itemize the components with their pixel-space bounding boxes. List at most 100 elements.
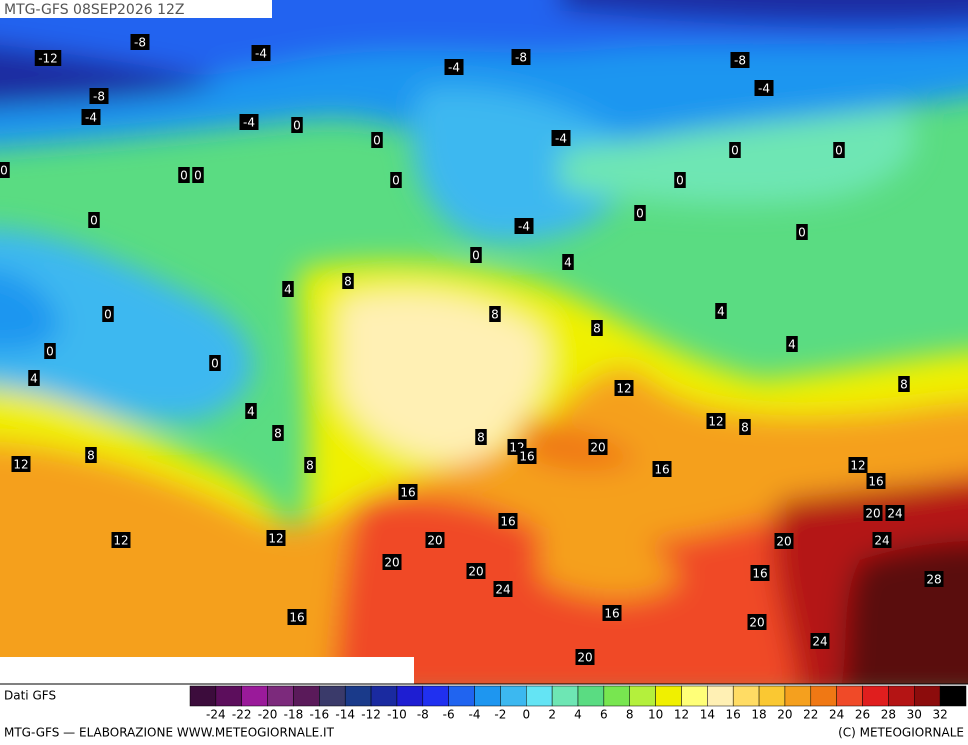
label-box	[85, 447, 97, 463]
colorbar-tick-label: -14	[335, 708, 355, 722]
colorbar-tick-label: 10	[648, 708, 663, 722]
label-box	[591, 320, 603, 336]
map-label: 12	[850, 459, 865, 473]
label-box	[730, 52, 750, 68]
label-box	[382, 554, 402, 570]
colorbar-swatch	[862, 685, 889, 707]
map-label: 12	[13, 458, 28, 472]
label-box	[81, 109, 101, 125]
colorbar-tick-label: -12	[361, 708, 381, 722]
colorbar-swatch	[707, 685, 734, 707]
map-label: -4	[448, 61, 460, 75]
label-box	[715, 303, 727, 319]
map-label: 0	[46, 345, 54, 359]
label-box	[588, 439, 608, 455]
label-box	[0, 162, 10, 178]
colorbar-swatch	[836, 685, 863, 707]
colorbar-swatch	[603, 685, 630, 707]
map-label: 0	[90, 214, 98, 228]
map-label: 0	[180, 169, 188, 183]
map-label: 16	[654, 463, 669, 477]
label-box	[192, 167, 204, 183]
map-label: -8	[93, 90, 105, 104]
label-box	[282, 281, 294, 297]
map-label: 16	[500, 515, 515, 529]
map-label: 8	[593, 322, 601, 336]
label-box	[371, 132, 383, 148]
label-box	[425, 532, 445, 548]
label-box	[88, 212, 100, 228]
label-box	[872, 532, 892, 548]
colorbar-swatch	[888, 685, 915, 707]
colorbar-tick-label: -6	[443, 708, 455, 722]
map-label: 16	[289, 611, 304, 625]
label-box	[706, 413, 726, 429]
label-box	[102, 306, 114, 322]
label-box	[130, 34, 150, 50]
label-box	[287, 609, 307, 625]
colorbar-tick-label: -8	[417, 708, 429, 722]
map-label: 8	[491, 308, 499, 322]
map-label: 0	[731, 144, 739, 158]
map-label: 0	[104, 308, 112, 322]
colorbar-swatch	[474, 685, 501, 707]
label-box	[924, 571, 944, 587]
colorbar-tick-label: 24	[829, 708, 844, 722]
colorbar-tick-label: 6	[600, 708, 608, 722]
label-box	[511, 49, 531, 65]
label-box	[866, 473, 886, 489]
colorbar: -24 -22 -20 -18 -16 -14 -12 -10 -8 -6 -4 -2 0 2 4 6 8 10 1…	[189, 685, 967, 722]
map-label: 8	[477, 431, 485, 445]
label-box	[239, 114, 259, 130]
map-label: 0	[392, 174, 400, 188]
map-label: -8	[134, 36, 146, 50]
colorbar-tick-label: 16	[726, 708, 741, 722]
label-box	[28, 370, 40, 386]
map-label: 8	[87, 449, 95, 463]
map-label: 24	[874, 534, 889, 548]
map-label: 20	[468, 565, 483, 579]
map-label: 0	[293, 119, 301, 133]
map-label: 4	[284, 283, 292, 297]
label-box	[848, 457, 868, 473]
label-box	[774, 533, 794, 549]
colorbar-tick-label: 14	[700, 708, 715, 722]
colorbar-tick-label: -22	[232, 708, 252, 722]
colorbar-tick-label: 4	[574, 708, 582, 722]
map-label: 0	[373, 134, 381, 148]
map-label: 0	[676, 174, 684, 188]
map-label: 20	[749, 616, 764, 630]
label-box	[652, 461, 672, 477]
map-label: 20	[427, 534, 442, 548]
map-title: MTG-GFS 08SEP2026 12Z	[4, 2, 185, 18]
map-label: 12	[616, 382, 631, 396]
label-box	[390, 172, 402, 188]
map-label: 8	[306, 459, 314, 473]
map-label: 0	[0, 164, 8, 178]
label-box	[517, 448, 537, 464]
label-box	[304, 457, 316, 473]
map-label: 20	[384, 556, 399, 570]
map-label: 12	[113, 534, 128, 548]
data-source: Dati GFS	[4, 689, 56, 703]
map-label: -4	[85, 111, 97, 125]
map-label: 20	[590, 441, 605, 455]
map-label: 12	[268, 532, 283, 546]
colorbar-swatch	[577, 685, 605, 707]
label-box	[493, 581, 513, 597]
colorbar-tick-label: 22	[803, 708, 818, 722]
label-box	[466, 563, 486, 579]
label-box	[444, 59, 464, 75]
colorbar-swatch	[551, 685, 579, 707]
colorbar-swatch	[939, 685, 967, 707]
map-label: 16	[519, 450, 534, 464]
map-label: 24	[495, 583, 510, 597]
footer-right: (C) METEOGIORNALE	[838, 726, 964, 740]
colorbar-tick-label: -18	[284, 708, 304, 722]
map-label: 8	[344, 275, 352, 289]
label-box	[754, 80, 774, 96]
colorbar-swatch	[267, 685, 294, 707]
label-box	[634, 205, 646, 221]
map-label: 0	[835, 144, 843, 158]
